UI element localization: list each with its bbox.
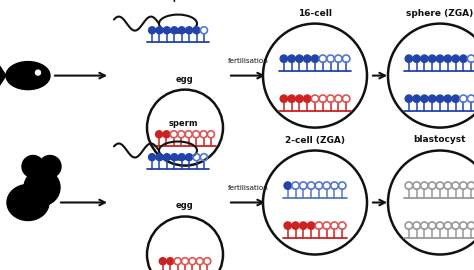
Text: fertilisation: fertilisation	[228, 184, 268, 191]
Circle shape	[452, 95, 459, 102]
Circle shape	[288, 55, 295, 62]
Circle shape	[284, 222, 292, 229]
Circle shape	[413, 55, 420, 62]
Circle shape	[405, 55, 412, 62]
Circle shape	[39, 156, 61, 177]
Circle shape	[186, 27, 192, 34]
Circle shape	[452, 55, 459, 62]
Circle shape	[436, 95, 444, 102]
Circle shape	[284, 182, 292, 189]
Circle shape	[288, 95, 295, 102]
Text: blastocyst: blastocyst	[414, 136, 466, 144]
Circle shape	[300, 222, 307, 229]
Circle shape	[148, 27, 155, 34]
Circle shape	[193, 27, 200, 34]
Circle shape	[405, 95, 412, 102]
Circle shape	[296, 55, 303, 62]
Circle shape	[436, 55, 444, 62]
Circle shape	[156, 27, 163, 34]
Circle shape	[167, 258, 173, 265]
Circle shape	[163, 131, 170, 138]
Circle shape	[186, 154, 192, 161]
Text: 16-cell: 16-cell	[298, 9, 332, 18]
Text: egg: egg	[176, 201, 194, 211]
Circle shape	[178, 154, 185, 161]
Circle shape	[36, 70, 40, 75]
Text: 2-cell (ZGA): 2-cell (ZGA)	[285, 136, 345, 144]
Circle shape	[159, 258, 166, 265]
Circle shape	[460, 55, 467, 62]
Circle shape	[280, 55, 288, 62]
Circle shape	[303, 55, 311, 62]
Circle shape	[311, 55, 319, 62]
Circle shape	[171, 154, 178, 161]
Circle shape	[22, 156, 44, 177]
Circle shape	[296, 95, 303, 102]
Circle shape	[428, 55, 436, 62]
Circle shape	[303, 95, 311, 102]
Circle shape	[421, 95, 428, 102]
Circle shape	[308, 222, 315, 229]
Text: sperm: sperm	[168, 0, 198, 2]
Text: egg: egg	[176, 75, 194, 84]
Circle shape	[428, 95, 436, 102]
Polygon shape	[0, 60, 6, 91]
Circle shape	[156, 154, 163, 161]
Circle shape	[292, 222, 299, 229]
Circle shape	[421, 55, 428, 62]
Circle shape	[444, 95, 451, 102]
Circle shape	[24, 170, 60, 205]
Circle shape	[164, 154, 170, 161]
Circle shape	[280, 95, 288, 102]
Text: fertilisation: fertilisation	[228, 58, 268, 64]
Ellipse shape	[7, 184, 49, 221]
Circle shape	[413, 95, 420, 102]
Ellipse shape	[6, 62, 50, 90]
Circle shape	[164, 27, 170, 34]
Circle shape	[148, 154, 155, 161]
Circle shape	[171, 27, 178, 34]
Text: sperm: sperm	[168, 120, 198, 129]
Circle shape	[178, 27, 185, 34]
Circle shape	[444, 55, 451, 62]
Text: sphere (ZGA): sphere (ZGA)	[406, 9, 474, 18]
Circle shape	[155, 131, 163, 138]
